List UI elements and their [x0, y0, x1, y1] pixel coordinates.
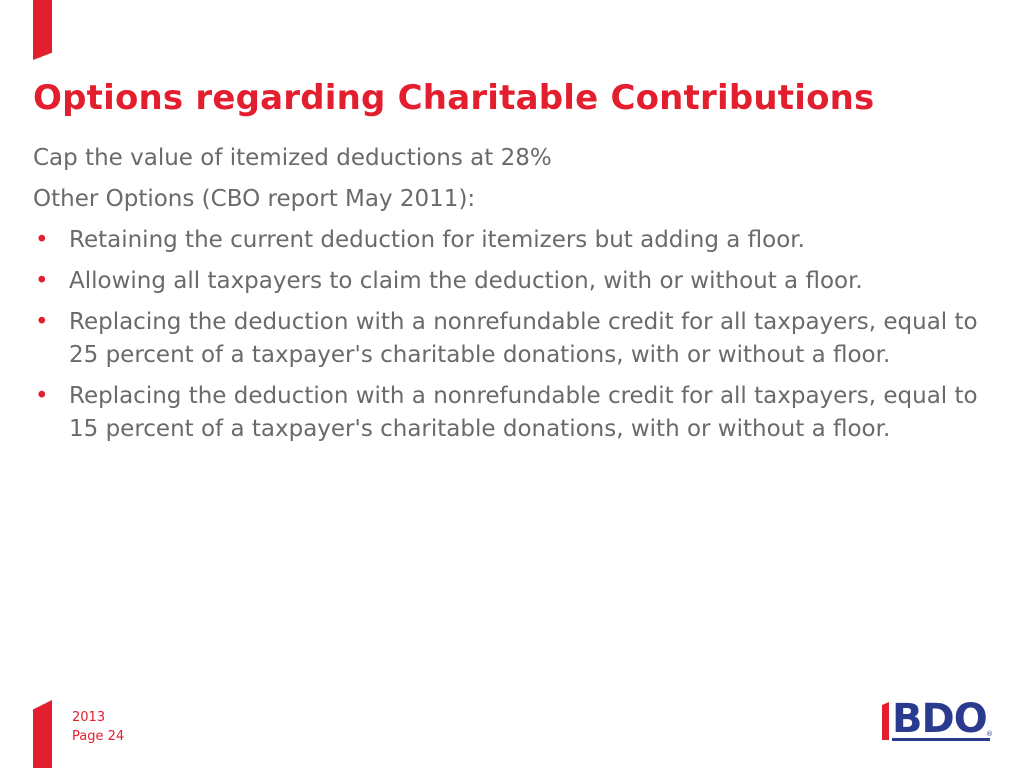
- list-item: • Retaining the current deduction for it…: [33, 224, 993, 257]
- list-item-text: Allowing all taxpayers to claim the dedu…: [69, 268, 863, 294]
- list-item: • Replacing the deduction with a nonrefu…: [33, 380, 993, 446]
- logo-text: BDO: [892, 696, 988, 742]
- footer-page-number: Page 24: [72, 729, 125, 744]
- logo-accent-bar: [882, 702, 889, 740]
- bullet-icon: •: [35, 383, 49, 409]
- logo-registered-mark: ®: [986, 730, 993, 738]
- paragraph-cap: Cap the value of itemized deductions at …: [33, 145, 552, 171]
- footer-year: 2013: [72, 710, 106, 725]
- logo-underline: [892, 738, 990, 741]
- footer: 2013 Page 24: [72, 708, 124, 746]
- bdo-logo: BDO ®: [880, 696, 994, 742]
- list-item: • Allowing all taxpayers to claim the de…: [33, 265, 993, 298]
- list-item-text: Retaining the current deduction for item…: [69, 227, 805, 253]
- bullet-icon: •: [35, 268, 49, 294]
- accent-bar-bottom: [33, 700, 52, 768]
- list-item-text: Replacing the deduction with a nonrefund…: [69, 309, 978, 368]
- slide-title: Options regarding Charitable Contributio…: [33, 78, 875, 118]
- accent-bar-top: [33, 0, 52, 60]
- list-item: • Replacing the deduction with a nonrefu…: [33, 306, 993, 372]
- paragraph-other-options: Other Options (CBO report May 2011):: [33, 186, 476, 212]
- bullet-icon: •: [35, 227, 49, 253]
- bullet-icon: •: [35, 309, 49, 335]
- list-item-text: Replacing the deduction with a nonrefund…: [69, 383, 978, 442]
- options-list: • Retaining the current deduction for it…: [33, 224, 993, 446]
- slide-body: Cap the value of itemized deductions at …: [33, 142, 993, 454]
